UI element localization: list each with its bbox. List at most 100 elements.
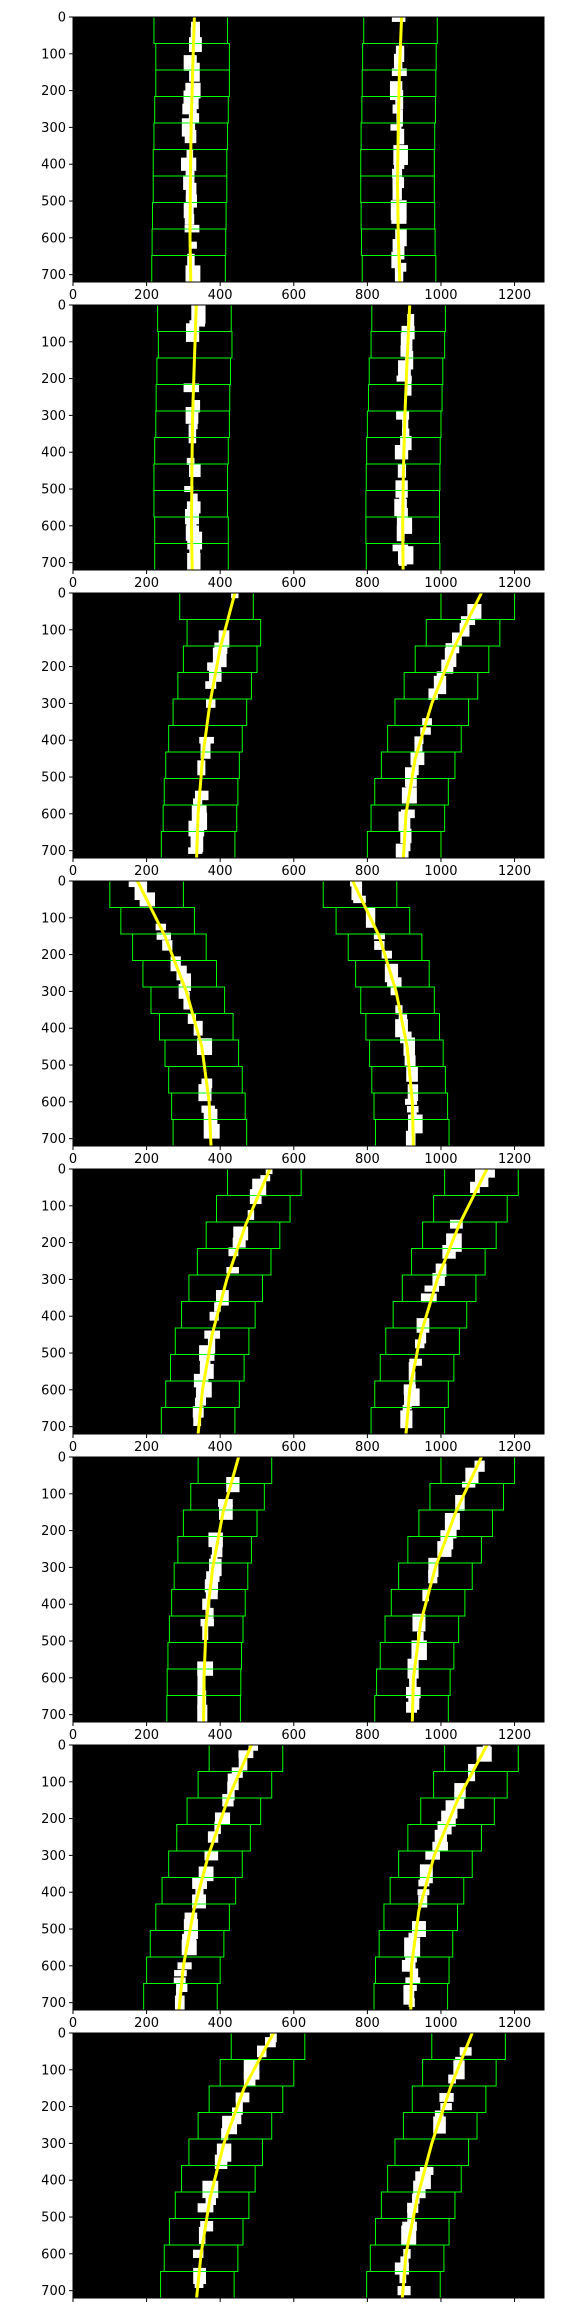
x-tick-label: 200 — [134, 1728, 159, 1743]
lane-pixel — [173, 1977, 186, 1984]
lane-pixel — [205, 1590, 218, 1600]
y-tick-label: 400 — [41, 1022, 66, 1037]
y-tick-label: 700 — [41, 2284, 66, 2299]
lane-pixel — [414, 736, 424, 745]
y-tick-label: 400 — [41, 446, 66, 461]
plot-content — [151, 17, 438, 282]
x-tick-label: 0 — [69, 288, 77, 303]
lane-pixel — [454, 1783, 466, 1799]
fit-line-left — [190, 305, 198, 570]
lane-pixel — [194, 1397, 202, 1412]
x-tick-label: 200 — [134, 1152, 159, 1167]
lane-pixel — [205, 1607, 214, 1619]
lane-pixel — [204, 1850, 219, 1861]
panel-8: 0200400600800100012000100200300400500600… — [41, 2027, 545, 2302]
fit-line-left — [195, 593, 237, 858]
y-tick-label: 100 — [41, 1199, 66, 1214]
plot-content — [160, 1169, 519, 1434]
lane-pixel — [199, 1357, 211, 1368]
x-tick-label: 200 — [134, 288, 159, 303]
y-tick-label: 200 — [41, 1524, 66, 1539]
x-tick-label: 1200 — [498, 1728, 531, 1743]
x-tick-label: 400 — [208, 1440, 233, 1455]
x-tick-label: 1000 — [424, 576, 457, 591]
x-tick-label: 200 — [134, 2016, 159, 2031]
lane-pixel — [180, 973, 191, 992]
panel-2: 0 200 400 600 800 1000 1200 0 100 200 300 400 500 600… — [41, 299, 545, 591]
lane-pixel — [396, 375, 412, 382]
y-tick-label: 700 — [41, 1996, 66, 2011]
search-window — [151, 255, 226, 282]
y-tick-label: 500 — [41, 1923, 66, 1938]
lane-pixel — [407, 2208, 416, 2226]
fit-line-right — [396, 17, 404, 282]
lane-pixel — [265, 2037, 276, 2048]
x-tick-label: 1200 — [498, 1440, 531, 1455]
axes-frame — [72, 880, 545, 1147]
lane-pixel — [192, 2249, 204, 2258]
axes-frame — [72, 1456, 545, 1723]
y-tick-label: 300 — [41, 1273, 66, 1288]
y-tick-label: 100 — [41, 335, 66, 350]
lane-pixel — [391, 17, 406, 22]
y-tick-label: 400 — [41, 1886, 66, 1901]
y-tick-label: 200 — [41, 1812, 66, 1827]
lane-pixel — [418, 1879, 430, 1887]
fit-line-right — [404, 1169, 489, 1434]
x-tick-label: 1200 — [498, 576, 531, 591]
lane-pixel — [448, 2074, 456, 2084]
y-tick-label: 0 — [58, 1739, 66, 1754]
lane-pixel — [407, 313, 415, 333]
lane-pixel — [183, 383, 200, 393]
lane-pixel — [390, 987, 397, 996]
lane-pixel — [407, 2202, 419, 2213]
plot-content — [166, 1457, 516, 1722]
lane-pixel — [396, 411, 410, 420]
lane-pixel — [184, 485, 194, 493]
x-tick-label: 600 — [281, 2016, 306, 2031]
y-tick-label: 700 — [41, 844, 66, 859]
lane-pixel — [189, 464, 201, 477]
lane-pixel — [381, 950, 392, 959]
y-tick-label: 100 — [41, 623, 66, 638]
lane-pixel — [228, 1247, 239, 1257]
y-tick-label: 400 — [41, 158, 66, 173]
fit-line-right — [410, 1457, 483, 1722]
lane-pixel — [483, 1169, 495, 1178]
x-tick-label: 1000 — [424, 2016, 457, 2031]
x-tick-label: 800 — [355, 1728, 380, 1743]
lane-pixel — [128, 881, 141, 888]
y-tick-label: 600 — [41, 807, 66, 822]
panel-6: 0 200 400 600 800 1000 1200 0 100 200 300 400 500 600… — [41, 1451, 545, 1743]
lane-pixel — [198, 2226, 206, 2244]
plot-area — [73, 881, 544, 1146]
y-tick-label: 400 — [41, 1310, 66, 1325]
lane-pixel — [178, 984, 189, 999]
lane-pixel — [205, 681, 217, 689]
lane-pixel — [425, 1851, 440, 1860]
lane-pixel — [183, 991, 190, 1010]
lane-pixel — [249, 1189, 262, 1205]
x-tick-label: 800 — [355, 288, 380, 303]
x-tick-label: 800 — [355, 864, 380, 879]
x-tick-label: 400 — [208, 288, 233, 303]
y-tick-label: 500 — [41, 195, 66, 210]
lane-pixel — [405, 1977, 421, 1984]
lane-pixel — [207, 1831, 219, 1843]
lane-pixel — [405, 379, 412, 396]
lane-pixel — [409, 1968, 419, 1978]
plot-area — [73, 2033, 544, 2298]
fit-line-left — [177, 1745, 253, 2010]
y-tick-label: 300 — [41, 121, 66, 136]
lane-pixel — [403, 1985, 415, 2005]
lane-pixel — [419, 2167, 434, 2175]
windows-left — [160, 1169, 302, 1434]
x-tick-label: 0 — [69, 1440, 77, 1455]
y-tick-label: 400 — [41, 1598, 66, 1613]
x-tick-label: 400 — [208, 1152, 233, 1167]
x-tick-label: 600 — [281, 288, 306, 303]
plot-content — [160, 2033, 506, 2298]
lane-pixel — [176, 965, 187, 981]
lane-pixel — [197, 1690, 207, 1710]
lane-pixel — [407, 1055, 416, 1075]
